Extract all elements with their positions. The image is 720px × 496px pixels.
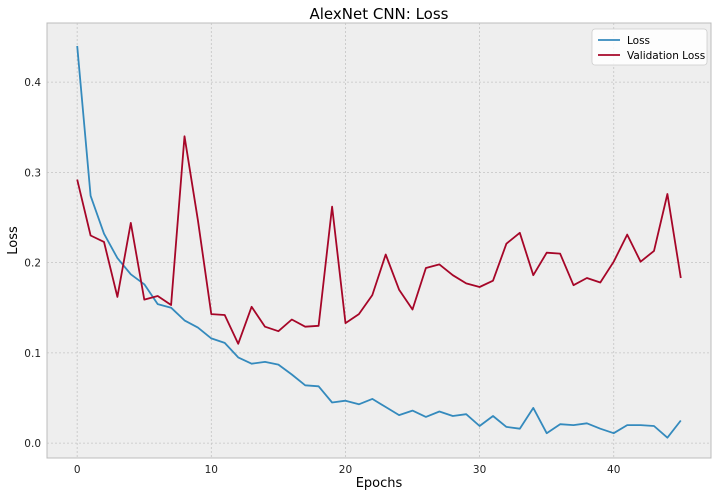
x-tick-label: 20 <box>339 464 352 476</box>
legend-box <box>591 28 708 66</box>
chart-title: AlexNet CNN: Loss <box>309 5 448 23</box>
y-tick-label: 0.4 <box>24 77 41 89</box>
grid <box>47 23 711 458</box>
y-axis-label: Loss <box>6 226 21 255</box>
x-axis-label: Epochs <box>356 476 403 491</box>
y-tick-label: 0.3 <box>24 167 41 179</box>
legend: Loss Validation Loss <box>591 28 708 66</box>
x-tick-label: 0 <box>74 464 81 476</box>
y-tick-label: 0.2 <box>24 258 41 270</box>
plot-area <box>46 22 712 459</box>
series-line-0 <box>76 45 682 439</box>
series-group <box>76 45 682 439</box>
legend-label: Validation Loss <box>627 50 705 62</box>
x-tick-label: 30 <box>473 464 486 476</box>
x-tick-label: 10 <box>205 464 218 476</box>
x-tick-label: 40 <box>607 464 620 476</box>
ticks: 0 10 20 30 40 0.0 0.1 0.2 0.3 0.4 <box>24 77 620 476</box>
y-tick-label: 0.1 <box>24 348 41 360</box>
legend-label: Loss <box>627 35 650 47</box>
y-tick-label: 0.0 <box>24 438 41 450</box>
series-line-1 <box>76 135 682 345</box>
